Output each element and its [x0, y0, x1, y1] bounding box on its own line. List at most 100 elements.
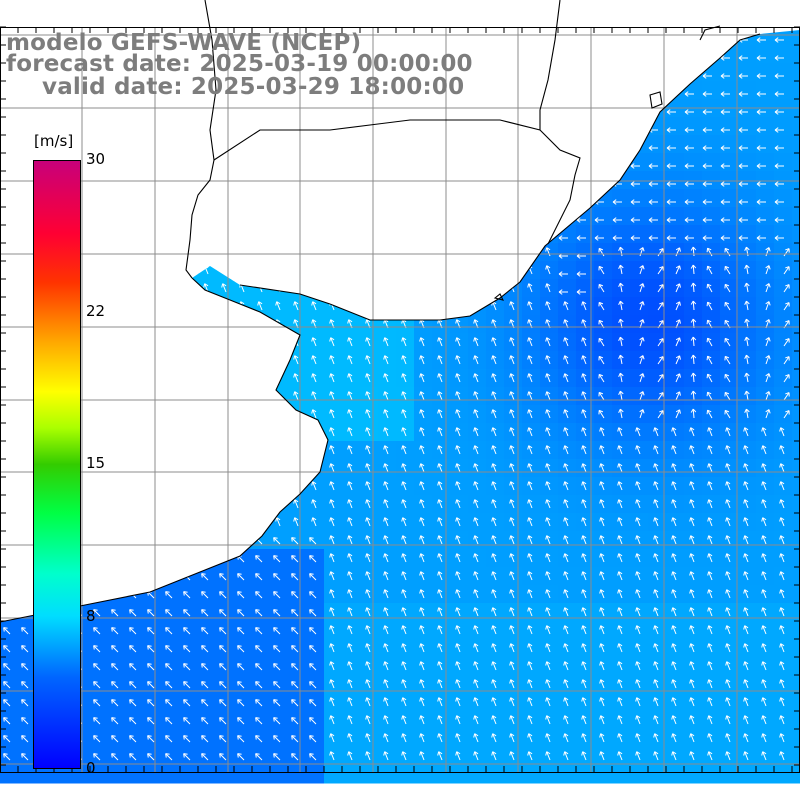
wind-arrow — [545, 427, 551, 437]
wind-speed-cell — [342, 729, 361, 748]
wind-arrow — [401, 31, 407, 41]
wind-arrow — [639, 391, 645, 401]
wind-arrow — [347, 283, 353, 293]
wind-arrow — [401, 121, 407, 131]
wind-speed-cell — [0, 495, 19, 514]
wind-arrow — [401, 337, 407, 347]
wind-speed-cell — [792, 45, 800, 64]
wind-arrow — [563, 301, 569, 311]
wind-arrow — [666, 127, 676, 133]
wind-speed-cell — [504, 765, 523, 784]
wind-arrow — [237, 609, 245, 617]
wind-speed-cell — [558, 729, 577, 748]
wind-speed-cell — [720, 747, 739, 766]
wind-arrow — [761, 661, 767, 671]
wind-arrow — [617, 499, 623, 509]
wind-arrow — [309, 717, 317, 725]
wind-arrow — [724, 391, 731, 401]
wind-speed-cell — [756, 441, 775, 460]
wind-arrow — [167, 337, 173, 347]
wind-arrow — [707, 697, 713, 707]
wind-speed-cell — [180, 441, 199, 460]
wind-arrow — [255, 555, 263, 563]
wind-arrow — [599, 535, 605, 545]
wind-arrow — [612, 145, 622, 151]
wind-speed-cell — [378, 441, 397, 460]
wind-speed-cell — [612, 441, 631, 460]
wind-arrow — [437, 625, 443, 635]
wind-speed-cell — [378, 693, 397, 712]
wind-speed-cell — [378, 711, 397, 730]
wind-arrow — [221, 121, 227, 131]
wind-arrow — [185, 517, 191, 527]
wind-speed-cell — [702, 729, 721, 748]
wind-arrow — [545, 355, 551, 365]
wind-speed-cell — [648, 567, 667, 586]
wind-speed-cell — [468, 495, 487, 514]
wind-speed-cell — [558, 315, 577, 334]
wind-arrow — [255, 627, 263, 635]
wind-arrow — [419, 373, 425, 383]
wind-speed-cell — [576, 405, 595, 424]
wind-arrow — [383, 607, 389, 617]
wind-speed-cell — [90, 243, 109, 262]
wind-speed-cell — [252, 621, 271, 640]
wind-speed-cell — [162, 657, 181, 676]
wind-arrow — [401, 733, 407, 743]
wind-speed-cell — [486, 639, 505, 658]
wind-speed-cell — [414, 225, 433, 244]
wind-arrow — [329, 211, 335, 221]
wind-speed-cell — [522, 423, 541, 442]
wind-speed-cell — [648, 261, 667, 280]
wind-arrow — [329, 535, 335, 545]
wind-arrow — [455, 499, 461, 509]
wind-speed-cell — [198, 297, 217, 316]
wind-arrow — [183, 645, 191, 653]
wind-arrow — [671, 733, 677, 743]
wind-arrow — [783, 392, 790, 401]
wind-arrow — [237, 663, 245, 671]
wind-arrow — [779, 499, 785, 509]
wind-arrow — [291, 537, 299, 545]
wind-speed-cell — [468, 30, 487, 46]
wind-arrow — [221, 499, 227, 509]
wind-arrow — [738, 73, 748, 79]
wind-speed-cell — [270, 171, 289, 190]
wind-arrow — [756, 145, 766, 151]
wind-speed-cell — [468, 81, 487, 100]
wind-speed-cell — [540, 675, 559, 694]
wind-arrow — [648, 145, 658, 151]
wind-arrow — [756, 37, 766, 43]
wind-arrow — [509, 607, 515, 617]
wind-arrow — [329, 427, 335, 437]
wind-arrow — [702, 199, 712, 205]
wind-arrow — [473, 715, 479, 725]
wind-arrow — [437, 247, 443, 257]
wind-speed-cell — [612, 675, 631, 694]
wind-speed-cell — [540, 279, 559, 298]
wind-speed-cell — [108, 621, 127, 640]
wind-arrow — [275, 301, 281, 311]
wind-arrow — [576, 109, 586, 115]
wind-arrow — [618, 300, 624, 311]
wind-speed-cell — [378, 513, 397, 532]
wind-speed-cell — [270, 297, 289, 316]
wind-arrow — [203, 499, 209, 509]
wind-arrow — [725, 517, 731, 527]
wind-arrow — [329, 517, 335, 527]
wind-speed-cell — [432, 315, 451, 334]
wind-speed-cell — [252, 747, 271, 766]
wind-arrow — [365, 337, 371, 347]
wind-speed-cell — [792, 30, 800, 46]
wind-speed-cell — [486, 459, 505, 478]
wind-arrow — [576, 145, 586, 151]
wind-speed-cell — [414, 765, 433, 784]
wind-speed-cell — [738, 567, 757, 586]
wind-arrow — [257, 391, 263, 401]
wind-speed-cell — [360, 243, 379, 262]
wind-speed-cell — [792, 639, 800, 658]
wind-arrow — [21, 717, 29, 725]
wind-speed-cell — [648, 207, 667, 226]
wind-speed-cell — [450, 567, 469, 586]
wind-arrow — [666, 181, 676, 187]
